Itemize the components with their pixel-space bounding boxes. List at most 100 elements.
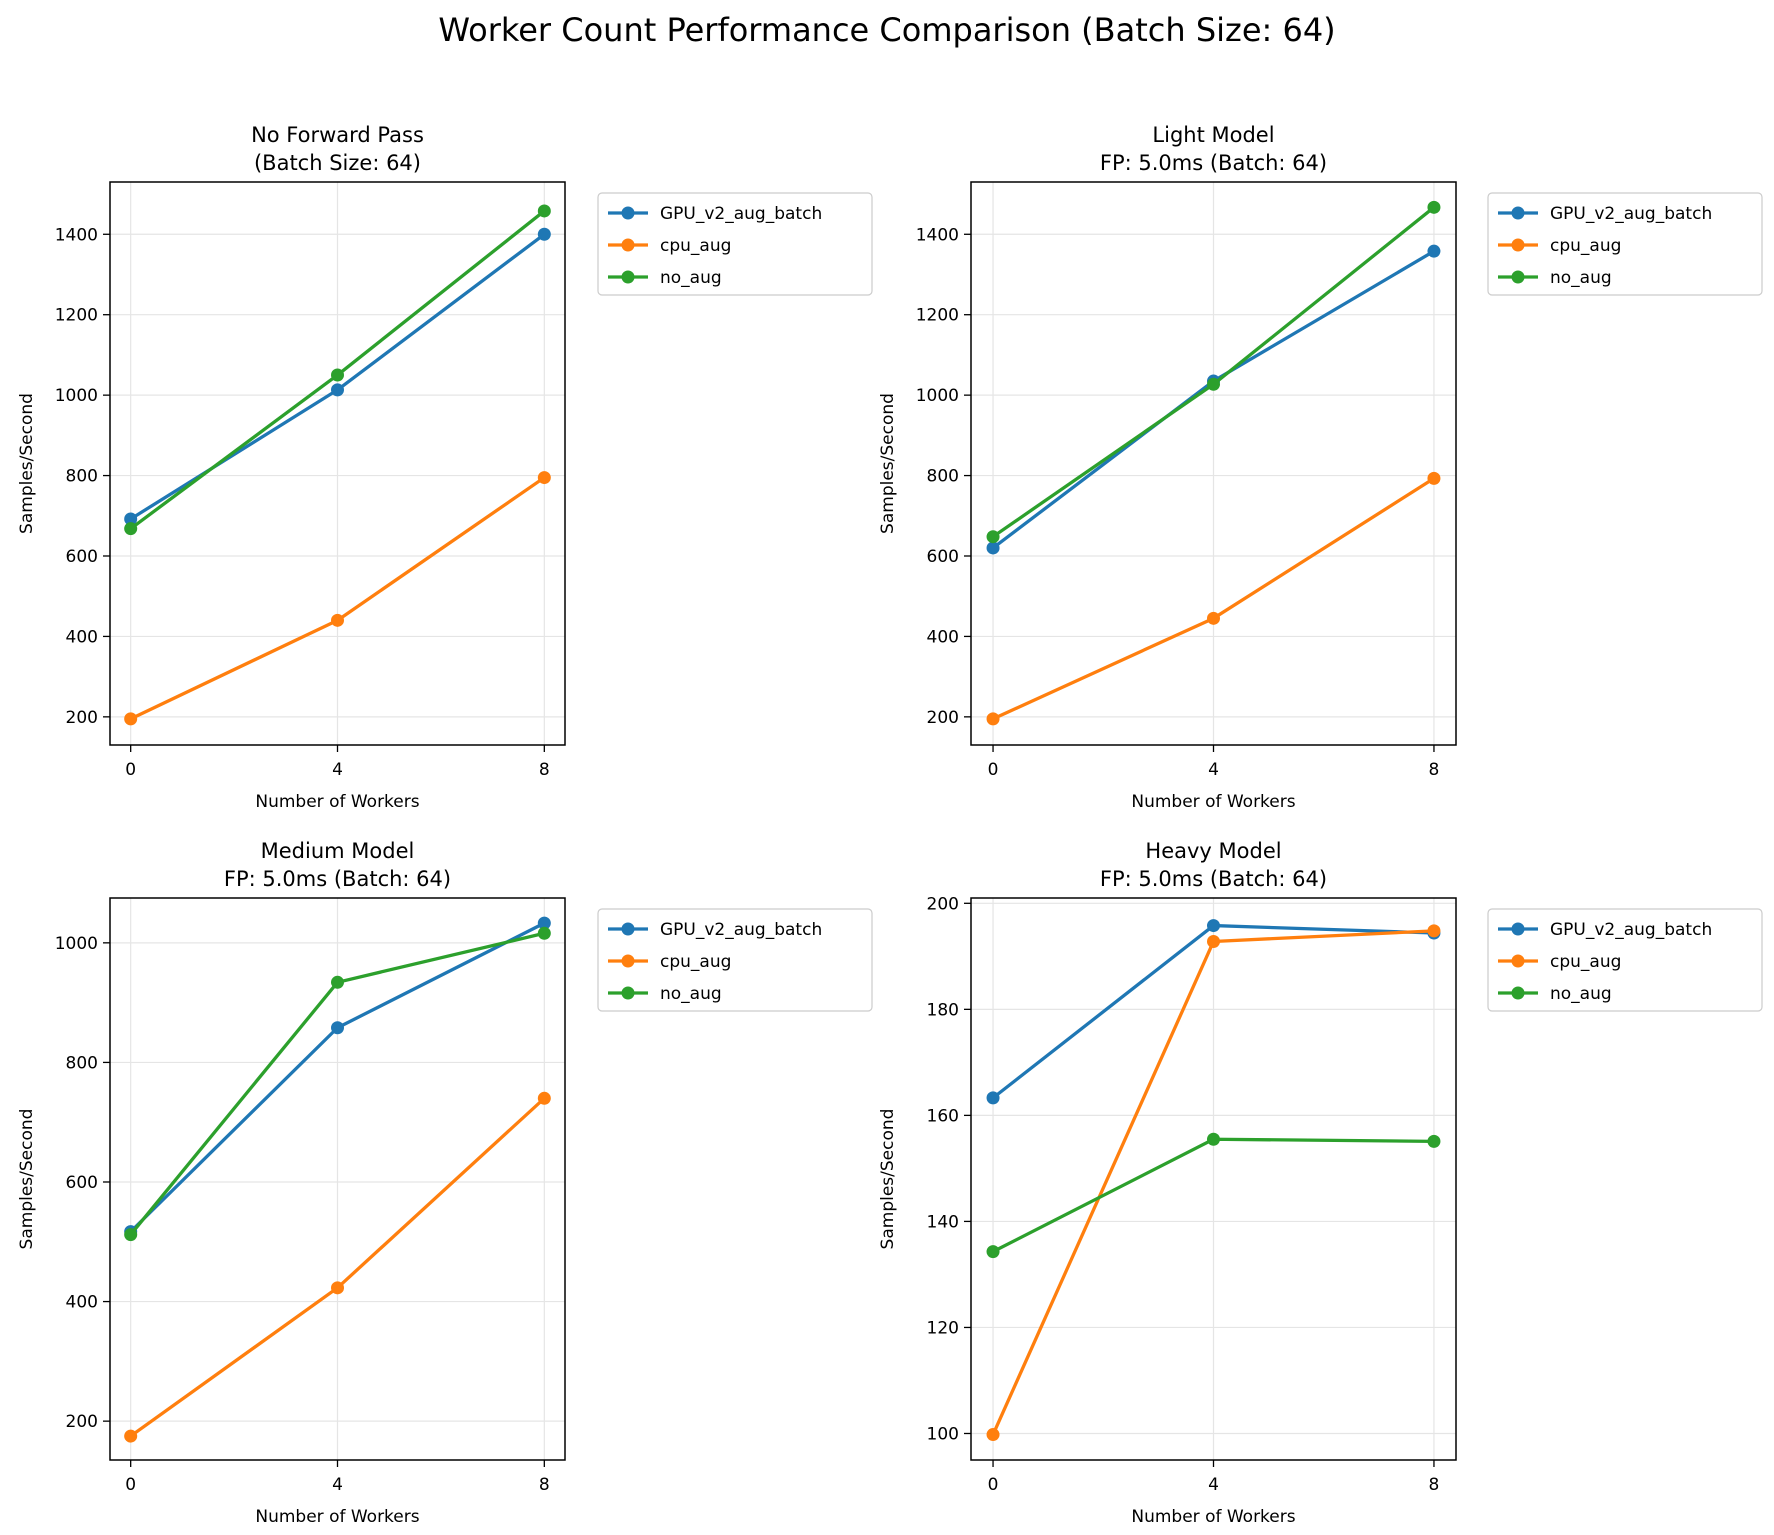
legend-box	[1487, 192, 1763, 296]
data-point-cpu_aug	[986, 712, 1000, 726]
y-axis-label: Samples/Second	[17, 1109, 37, 1250]
panel-title-line: Light Model	[1152, 123, 1274, 147]
data-point-cpu_aug	[331, 1281, 344, 1295]
x-tick-label: 4	[332, 1475, 343, 1495]
x-axis-label: Number of Workers	[255, 792, 419, 812]
legend-marker-GPU_v2_aug_batch	[621, 206, 635, 220]
y-tick-label: 100	[927, 1424, 959, 1444]
x-tick-label: 8	[539, 760, 550, 780]
x-axis-label: Number of Workers	[1131, 1507, 1295, 1527]
legend-label-no_aug: no_aug	[660, 268, 722, 288]
x-tick-label: 0	[125, 1475, 136, 1495]
y-tick-label: 1200	[916, 306, 959, 326]
legend-marker-GPU_v2_aug_batch	[1511, 922, 1525, 936]
x-tick-label: 0	[988, 1475, 999, 1495]
y-axis-label: Samples/Second	[17, 393, 37, 534]
data-point-GPU_v2_aug_batch	[331, 1021, 344, 1035]
panel-title-line: No Forward Pass	[251, 123, 424, 147]
panel-title-line: FP: 5.0ms (Batch: 64)	[1100, 867, 1327, 891]
data-point-GPU_v2_aug_batch	[986, 1091, 1000, 1105]
data-point-cpu_aug	[537, 1091, 551, 1105]
y-tick-label: 800	[927, 467, 959, 487]
data-point-no_aug	[331, 368, 344, 382]
panel-title-line: FP: 5.0ms (Batch: 64)	[1100, 151, 1327, 175]
y-tick-label: 400	[66, 1293, 98, 1313]
legend-marker-no_aug	[1511, 986, 1525, 1000]
plot-frame	[109, 897, 566, 1461]
x-axis-label: Number of Workers	[255, 1507, 419, 1527]
y-tick-label: 180	[927, 1000, 959, 1020]
x-tick-label: 8	[1429, 760, 1440, 780]
legend-marker-no_aug	[621, 986, 635, 1000]
chart-panel-4: 0 4 8 100 120 140 160 180 200 Heavy Model FP: 5.0m…	[878, 839, 1763, 1527]
data-point-GPU_v2_aug_batch	[537, 227, 551, 241]
data-point-cpu_aug	[1427, 924, 1441, 938]
y-tick-label: 120	[927, 1318, 959, 1338]
data-point-GPU_v2_aug_batch	[1427, 244, 1441, 258]
legend-marker-no_aug	[1511, 270, 1525, 284]
y-axis-label: Samples/Second	[878, 1109, 898, 1250]
legend-label-GPU_v2_aug_batch: GPU_v2_aug_batch	[1550, 204, 1712, 224]
legend-label-cpu_aug: cpu_aug	[1550, 952, 1621, 972]
legend-box	[1487, 908, 1763, 1012]
legend-marker-cpu_aug	[1511, 954, 1525, 968]
data-point-no_aug	[1207, 377, 1220, 391]
data-point-cpu_aug	[537, 471, 551, 485]
legend-marker-cpu_aug	[621, 238, 635, 252]
panel-title-line: (Batch Size: 64)	[254, 151, 421, 175]
data-point-no_aug	[537, 204, 551, 218]
y-tick-label: 800	[66, 467, 98, 487]
data-point-cpu_aug	[1207, 934, 1220, 948]
legend-marker-cpu_aug	[1511, 238, 1525, 252]
data-point-cpu_aug	[1427, 471, 1441, 485]
data-point-GPU_v2_aug_batch	[331, 383, 344, 397]
y-tick-label: 1400	[916, 225, 959, 245]
y-tick-label: 400	[927, 627, 959, 647]
y-tick-label: 200	[927, 894, 959, 914]
y-tick-label: 800	[66, 1053, 98, 1073]
legend-box	[597, 908, 873, 1012]
legend-label-GPU_v2_aug_batch: GPU_v2_aug_batch	[1550, 920, 1712, 940]
data-point-no_aug	[124, 1228, 138, 1242]
y-tick-label: 400	[66, 627, 98, 647]
y-tick-label: 200	[66, 1412, 98, 1432]
x-tick-label: 8	[1429, 1475, 1440, 1495]
y-tick-label: 200	[927, 708, 959, 728]
legend-label-cpu_aug: cpu_aug	[660, 952, 731, 972]
legend-label-GPU_v2_aug_batch: GPU_v2_aug_batch	[660, 204, 822, 224]
data-point-GPU_v2_aug_batch	[124, 512, 138, 526]
y-tick-label: 600	[66, 1173, 98, 1193]
plot-frame	[970, 181, 1457, 746]
panel-title-line: Heavy Model	[1145, 839, 1281, 863]
legend-label-no_aug: no_aug	[1550, 268, 1612, 288]
y-tick-label: 1000	[55, 386, 98, 406]
legend-label-GPU_v2_aug_batch: GPU_v2_aug_batch	[660, 920, 822, 940]
data-point-no_aug	[1207, 1132, 1220, 1146]
x-tick-label: 0	[125, 760, 136, 780]
y-tick-label: 600	[66, 547, 98, 567]
data-point-cpu_aug	[124, 1429, 138, 1443]
data-point-GPU_v2_aug_batch	[1207, 919, 1220, 933]
x-tick-label: 8	[539, 1475, 550, 1495]
chart-panel-2: 0 4 8 200 400 600 800 1000 1200 1400 Light Model FP…	[878, 123, 1763, 812]
legend-box	[597, 192, 873, 296]
legend-label-no_aug: no_aug	[660, 984, 722, 1004]
legend-marker-cpu_aug	[621, 954, 635, 968]
legend: GPU_v2_aug_batch cpu_aug no_aug	[1487, 192, 1763, 296]
legend-label-cpu_aug: cpu_aug	[660, 236, 731, 256]
legend-marker-no_aug	[621, 270, 635, 284]
y-tick-label: 1200	[55, 306, 98, 326]
panel-title-line: Medium Model	[261, 839, 415, 863]
data-point-no_aug	[537, 926, 551, 940]
data-point-no_aug	[986, 1245, 1000, 1259]
y-tick-label: 160	[927, 1106, 959, 1126]
y-tick-label: 600	[927, 547, 959, 567]
x-tick-label: 4	[1208, 760, 1219, 780]
x-tick-label: 4	[1208, 1475, 1219, 1495]
data-point-no_aug	[331, 975, 344, 989]
data-point-no_aug	[1427, 200, 1441, 214]
data-point-no_aug	[986, 530, 1000, 544]
legend-label-cpu_aug: cpu_aug	[1550, 236, 1621, 256]
